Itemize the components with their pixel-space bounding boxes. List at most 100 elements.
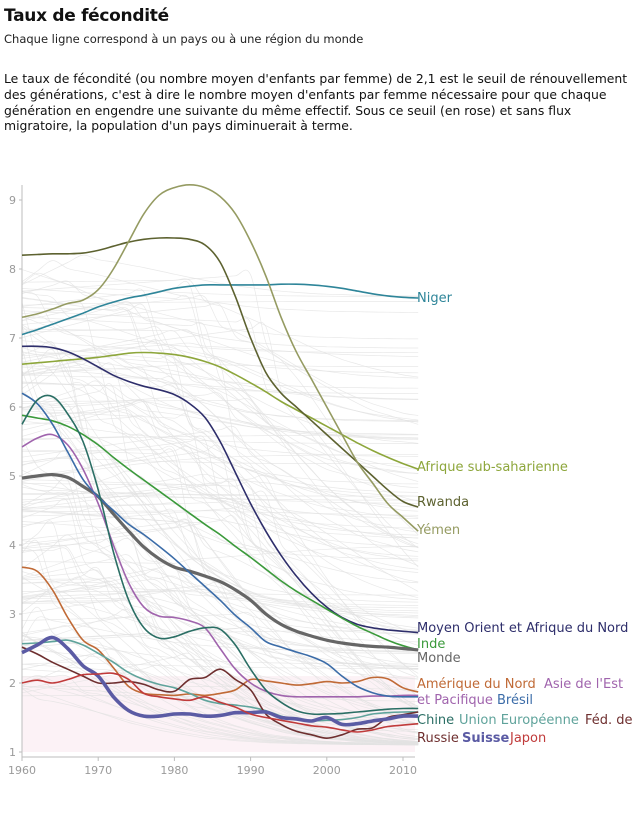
series-line-japon xyxy=(21,672,419,733)
country-line xyxy=(21,328,419,423)
series-line-chine xyxy=(21,394,419,716)
x-tick-label: 2010 xyxy=(389,764,417,777)
country-line xyxy=(21,322,419,568)
series-line-y-men xyxy=(21,184,419,532)
country-line xyxy=(21,580,419,668)
country-line xyxy=(21,595,419,724)
country-line xyxy=(21,269,419,297)
series-line-br-sil xyxy=(21,392,419,698)
y-tick-label: 3 xyxy=(9,608,16,621)
y-tick-label: 2 xyxy=(9,677,16,690)
country-line xyxy=(21,611,419,707)
country-line xyxy=(21,348,419,539)
country-line xyxy=(21,477,419,708)
country-line xyxy=(21,498,419,744)
country-line xyxy=(21,581,419,726)
series-line-inde xyxy=(21,414,419,651)
country-line xyxy=(21,345,419,635)
country-line xyxy=(21,630,419,643)
country-line xyxy=(21,569,419,653)
series-label: Union Européenne xyxy=(459,713,579,728)
country-line xyxy=(21,519,419,629)
country-line xyxy=(21,392,419,502)
y-tick-label: 4 xyxy=(9,539,16,552)
country-line xyxy=(21,381,419,439)
country-line xyxy=(21,340,419,470)
background-country-lines xyxy=(21,254,419,746)
country-line xyxy=(21,366,419,583)
series-line-am-rique-du-nord xyxy=(21,566,419,697)
highlighted-series xyxy=(21,184,419,739)
series-label: Inde xyxy=(417,637,445,652)
series-line-f-d-de-russie xyxy=(21,646,419,739)
country-line xyxy=(21,390,419,560)
country-line xyxy=(21,473,419,503)
country-line xyxy=(21,356,419,674)
country-line xyxy=(21,538,419,743)
country-line xyxy=(21,414,419,501)
country-line xyxy=(21,326,419,444)
series-label: Afrique sub-saharienne xyxy=(417,460,568,475)
axes: 1 2 3 4 5 6 7 8 9 1960 1970 1980 1990 2000 2010 xyxy=(8,185,417,777)
country-line xyxy=(21,479,419,697)
country-line xyxy=(21,694,419,743)
country-line xyxy=(21,652,419,740)
country-line xyxy=(21,316,419,354)
country-line xyxy=(21,288,419,545)
series-line-union-europ-enne xyxy=(21,639,419,722)
country-line xyxy=(21,297,419,557)
country-line xyxy=(21,486,419,667)
country-line xyxy=(21,380,419,493)
series-label: Yémen xyxy=(416,523,460,538)
series-line-afrique-sub-saharienne xyxy=(21,351,419,470)
series-label: Féd. de xyxy=(585,713,633,728)
country-line xyxy=(21,425,419,549)
country-line xyxy=(21,409,419,518)
x-tick-label: 1960 xyxy=(8,764,36,777)
series-line-suisse xyxy=(21,635,419,727)
country-line xyxy=(21,534,419,609)
country-line xyxy=(21,254,419,297)
country-line xyxy=(21,492,419,600)
country-line xyxy=(21,502,419,548)
country-line xyxy=(21,674,419,745)
country-line xyxy=(21,687,419,746)
country-line xyxy=(22,490,419,743)
series-labels: Niger Afrique sub-saharienne Rwanda Yémen Mo… xyxy=(416,291,633,746)
x-tick-label: 1970 xyxy=(84,764,112,777)
y-tick-label: 1 xyxy=(9,746,16,759)
series-label: Monde xyxy=(417,651,461,666)
country-line xyxy=(21,661,419,669)
series-line-monde xyxy=(21,472,419,652)
country-line xyxy=(21,291,419,422)
series-line-asie-de-l-est-et-pacifique xyxy=(21,433,419,698)
country-line xyxy=(21,354,419,400)
series-label: Rwanda xyxy=(417,495,469,510)
country-line xyxy=(21,315,419,421)
chart-subtitle: Chaque ligne correspond à un pays ou à u… xyxy=(4,32,364,46)
country-line xyxy=(21,347,419,367)
country-line xyxy=(21,374,419,400)
country-line xyxy=(21,402,419,529)
series-label: Niger xyxy=(417,291,453,306)
country-line xyxy=(21,477,419,744)
country-line xyxy=(21,365,419,570)
country-line xyxy=(21,449,419,744)
country-line xyxy=(21,361,419,635)
country-line xyxy=(21,400,419,562)
country-line xyxy=(22,589,419,715)
series-line-moyen-orient-et-afrique-du-nord xyxy=(21,345,419,634)
country-line xyxy=(21,383,419,717)
country-line xyxy=(21,448,419,734)
x-tick-label: 1980 xyxy=(160,764,188,777)
country-line xyxy=(21,539,419,732)
country-line xyxy=(21,405,419,717)
country-line xyxy=(21,302,419,425)
country-line xyxy=(21,547,419,745)
country-line xyxy=(21,598,419,743)
series-label: Brésil xyxy=(497,693,533,708)
country-line xyxy=(21,280,419,340)
country-line xyxy=(21,260,419,313)
series-label: Amérique du Nord xyxy=(417,677,536,692)
